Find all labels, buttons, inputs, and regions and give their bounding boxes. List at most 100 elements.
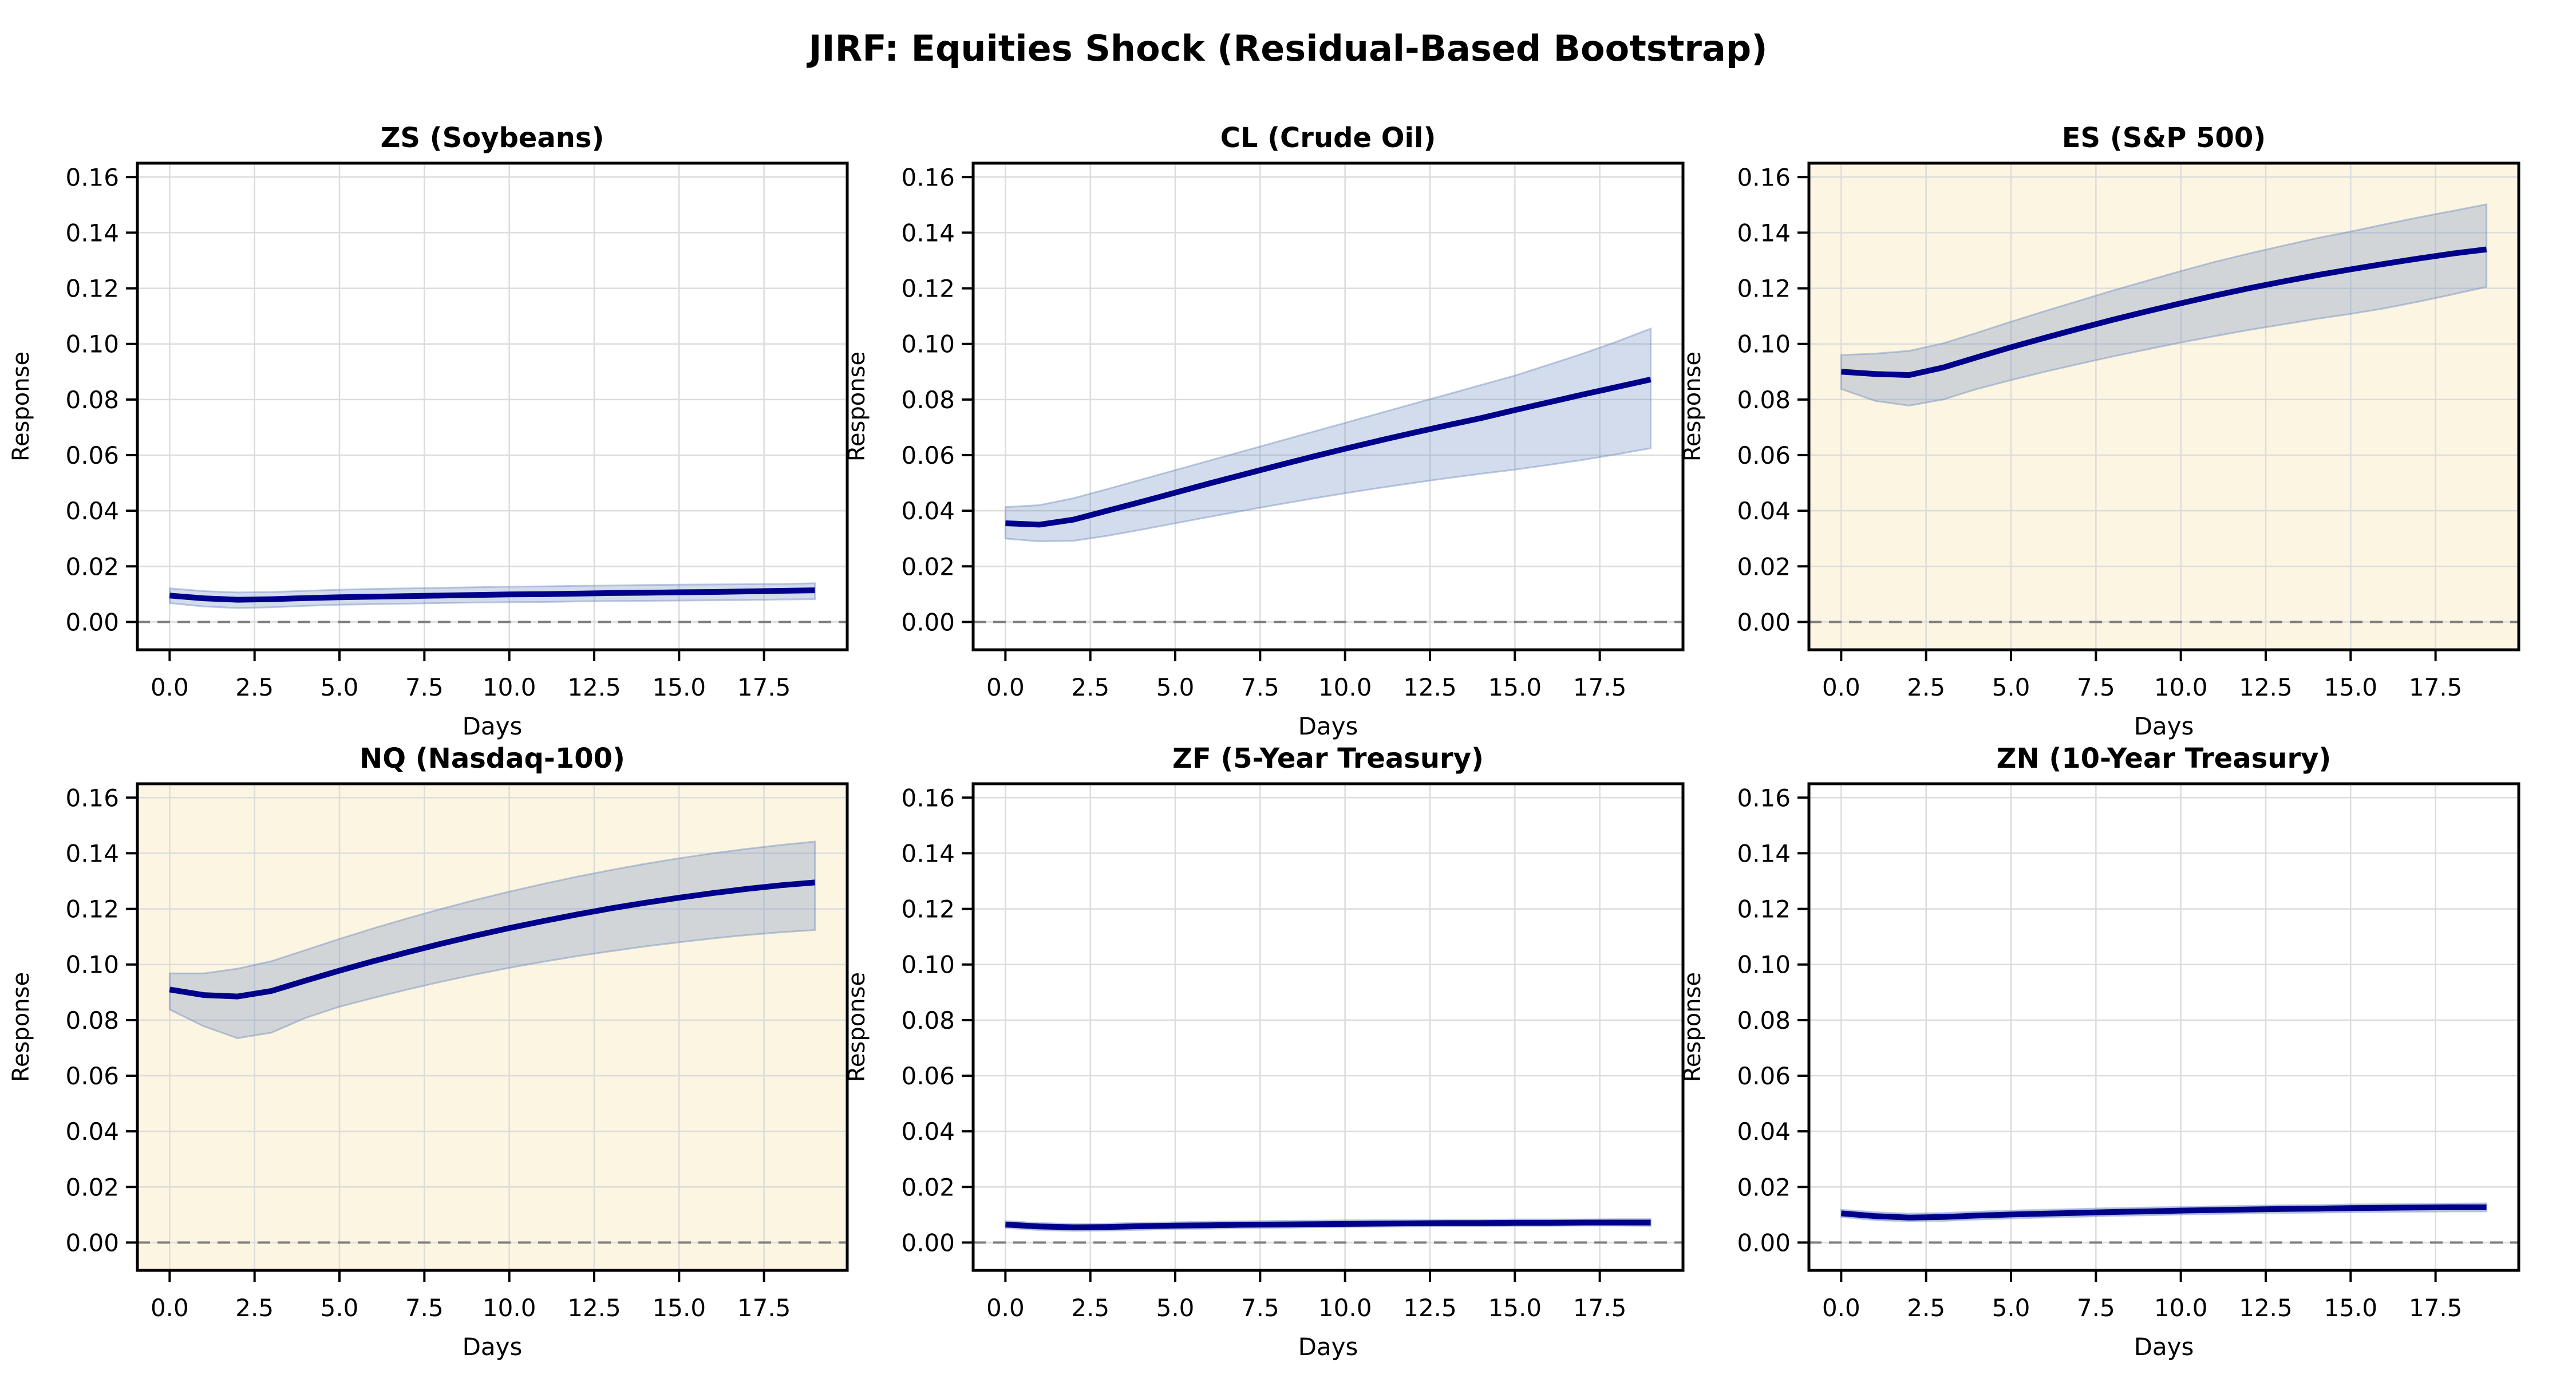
y-tick-label: 0.04 <box>65 1118 119 1146</box>
panel-bg <box>1809 784 2519 1270</box>
y-tick-label: 0.04 <box>1737 497 1791 525</box>
y-tick-label: 0.00 <box>1737 608 1791 636</box>
y-axis-label: Response <box>1680 972 1706 1082</box>
y-tick-label: 0.10 <box>901 951 955 979</box>
panel-bg-highlighted <box>1809 163 2519 650</box>
x-tick-label: 15.0 <box>1488 1294 1542 1322</box>
panel-title: ES (S&P 500) <box>2062 122 2266 154</box>
y-tick-label: 0.06 <box>1737 1062 1791 1090</box>
y-tick-label: 0.08 <box>1737 386 1791 414</box>
grid-lines <box>137 784 847 1270</box>
x-tick-label: 7.5 <box>2077 673 2115 701</box>
y-axis-label: Response <box>1680 352 1706 461</box>
x-tick-label: 7.5 <box>2077 1294 2115 1322</box>
irf-mean-line <box>169 879 816 1000</box>
y-tick-label: 0.00 <box>901 1229 955 1257</box>
y-tick-label: 0.16 <box>1737 784 1791 812</box>
x-axis-label: Days <box>463 1333 523 1361</box>
panel-title: ZF (5-Year Treasury) <box>1172 743 1484 775</box>
panel-NQ: 0.0 2.5 5.0 7.5 10.0 12.5 15.0 17.5 0.00 0.02 0.04… <box>8 743 849 1361</box>
y-tick-label: 0.12 <box>65 275 119 303</box>
y-tick-label: 0.14 <box>65 839 119 867</box>
y-tick-label: 0.16 <box>901 163 955 191</box>
irf-mean-line <box>1005 1219 1651 1230</box>
y-tick-label: 0.12 <box>901 895 955 923</box>
x-tick-label: 15.0 <box>1488 673 1542 701</box>
y-axis-label: Response <box>844 972 870 1082</box>
y-tick-label: 0.00 <box>65 608 119 636</box>
panel-ZS: 0.0 2.5 5.0 7.5 10.0 12.5 15.0 17.5 0.00 0.02 0.04… <box>8 122 849 740</box>
x-tick-label: 2.5 <box>1071 673 1109 701</box>
x-tick-label: 0.0 <box>1822 1294 1860 1322</box>
x-tick-label: 7.5 <box>405 1294 444 1322</box>
y-axis-label: Response <box>8 352 34 461</box>
irf-mean-line <box>1841 246 2487 378</box>
x-tick-label: 5.0 <box>1156 1294 1195 1322</box>
irf-mean-line <box>169 587 815 603</box>
x-tick-label: 17.5 <box>2409 673 2463 701</box>
axes-border <box>136 782 849 1272</box>
y-tick-label: 0.14 <box>901 219 955 247</box>
y-tick-label: 0.16 <box>901 784 955 812</box>
y-tick-label: 0.04 <box>901 1118 955 1146</box>
x-tick-label: 12.5 <box>567 1294 621 1322</box>
y-tick-label: 0.06 <box>65 1062 119 1090</box>
y-tick-label: 0.08 <box>65 386 119 414</box>
x-tick-label: 10.0 <box>483 673 536 701</box>
y-tick-label: 0.08 <box>901 1006 955 1035</box>
y-tick-label: 0.12 <box>1737 275 1791 303</box>
x-tick-label: 0.0 <box>151 673 189 701</box>
panel-bg <box>137 163 847 650</box>
y-tick-label: 0.04 <box>901 497 955 525</box>
x-tick-label: 17.5 <box>1573 673 1627 701</box>
x-tick-label: 10.0 <box>483 1294 536 1322</box>
x-tick-label: 15.0 <box>2324 673 2378 701</box>
x-tick-label: 15.0 <box>653 1294 706 1322</box>
x-axis-label: Days <box>463 712 523 740</box>
x-tick-label: 10.0 <box>1318 673 1372 701</box>
x-tick-label: 7.5 <box>405 673 444 701</box>
x-axis-label: Days <box>1298 712 1358 740</box>
x-tick-label: 0.0 <box>1822 673 1860 701</box>
panel-ZF: 0.0 2.5 5.0 7.5 10.0 12.5 15.0 17.5 0.00 0.02 0.04… <box>844 743 1685 1361</box>
x-tick-label: 2.5 <box>1071 1294 1109 1322</box>
y-axis-label: Response <box>8 972 34 1082</box>
panel-title: CL (Crude Oil) <box>1220 122 1436 154</box>
x-axis-label: Days <box>2134 1333 2194 1361</box>
x-tick-label: 5.0 <box>321 1294 359 1322</box>
x-tick-label: 12.5 <box>2239 1294 2293 1322</box>
y-tick-label: 0.06 <box>901 441 955 469</box>
x-tick-label: 10.0 <box>2154 1294 2208 1322</box>
axes-border <box>136 161 849 652</box>
x-tick-label: 5.0 <box>1992 1294 2030 1322</box>
x-tick-label: 0.0 <box>986 673 1025 701</box>
x-tick-label: 5.0 <box>1992 673 2030 701</box>
x-tick-label: 12.5 <box>2239 673 2293 701</box>
confidence-band <box>168 840 816 1039</box>
axes-border <box>1807 782 2520 1272</box>
x-tick-label: 17.5 <box>1573 1294 1627 1322</box>
panel-ES: 0.0 2.5 5.0 7.5 10.0 12.5 15.0 17.5 0.00 0.02 0.04… <box>1680 122 2520 740</box>
x-axis-label: Days <box>1298 1333 1358 1361</box>
y-tick-label: 0.10 <box>901 330 955 358</box>
x-tick-label: 2.5 <box>235 673 274 701</box>
panel-title: NQ (Nasdaq-100) <box>359 743 625 775</box>
y-tick-label: 0.08 <box>1737 1006 1791 1035</box>
x-tick-label: 5.0 <box>321 673 359 701</box>
y-tick-label: 0.02 <box>1737 1173 1791 1201</box>
y-tick-label: 0.00 <box>1737 1229 1791 1257</box>
y-axis-label: Response <box>844 352 870 461</box>
y-tick-label: 0.02 <box>901 1173 955 1201</box>
y-tick-label: 0.06 <box>901 1062 955 1090</box>
y-tick-label: 0.12 <box>65 895 119 923</box>
irf-mean-line <box>1005 377 1652 528</box>
x-tick-label: 15.0 <box>653 673 706 701</box>
y-tick-label: 0.06 <box>65 441 119 469</box>
grid-lines <box>1809 784 2519 1270</box>
y-tick-label: 0.14 <box>1737 219 1791 247</box>
x-tick-label: 7.5 <box>1241 1294 1279 1322</box>
panel-ZN: 0.0 2.5 5.0 7.5 10.0 12.5 15.0 17.5 0.00 0.02 0.04… <box>1680 743 2520 1361</box>
x-tick-label: 5.0 <box>1156 673 1195 701</box>
x-tick-label: 2.5 <box>1907 673 1945 701</box>
x-tick-label: 17.5 <box>737 1294 791 1322</box>
